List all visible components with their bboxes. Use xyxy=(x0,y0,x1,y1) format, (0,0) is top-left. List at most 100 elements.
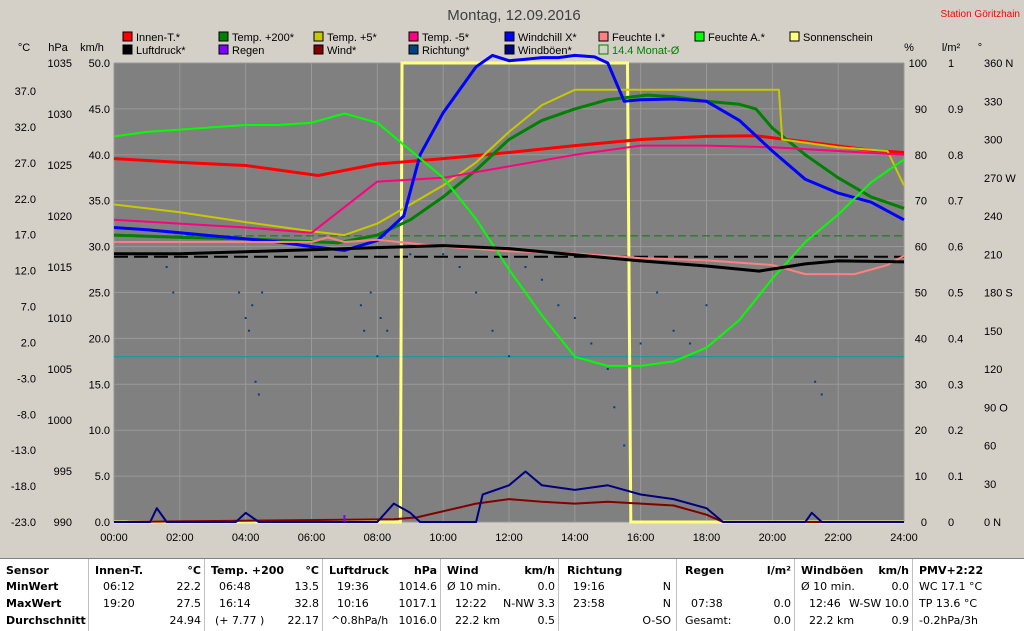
tick-percent: 30 xyxy=(915,379,927,391)
legend-swatch xyxy=(504,31,515,42)
tick-x: 22:00 xyxy=(824,532,852,544)
tick-hpa: 990 xyxy=(54,517,72,529)
wind-r2-time: 12:22 xyxy=(455,597,487,610)
tick-direction: 270 W xyxy=(984,173,1016,185)
regen-r2-val: 0.0 xyxy=(773,597,792,610)
direction-dot xyxy=(379,317,382,319)
direction-dot xyxy=(359,304,362,307)
series-wind xyxy=(113,498,904,523)
tick-rain: 0.9 xyxy=(948,104,963,116)
boeen-r1-label: Ø 10 min. xyxy=(801,580,855,593)
temp200-min: 13.5 xyxy=(294,580,320,593)
legend-label: 14.4 Monat-Ø xyxy=(612,45,680,57)
luftdruck-min: 1014.6 xyxy=(398,580,438,593)
tick-celsius: 2.0 xyxy=(21,337,36,349)
tick-direction: 60 xyxy=(984,441,996,453)
legend-swatch xyxy=(218,44,229,55)
tick-percent: 40 xyxy=(915,333,927,345)
tick-direction: 0 N xyxy=(984,517,1001,529)
series-regen xyxy=(343,515,346,522)
temp200-max: 32.8 xyxy=(294,597,320,610)
wind-r2-dir: N-NW xyxy=(503,597,535,610)
station-name: Station Göritzhain xyxy=(941,9,1021,20)
tick-direction: 180 S xyxy=(984,288,1013,300)
tick-x: 18:00 xyxy=(693,532,721,544)
tick-percent: 0 xyxy=(921,517,927,529)
direction-dot xyxy=(705,304,708,307)
tick-celsius: 32.0 xyxy=(15,122,36,134)
legend-label: Temp. +5* xyxy=(327,32,378,44)
boeen-r2-dir: W-SW xyxy=(849,597,882,610)
gridlines xyxy=(113,62,905,523)
tick-x: 20:00 xyxy=(759,532,787,544)
wind-r3-val: 0.5 xyxy=(537,614,556,627)
tick-celsius: 17.0 xyxy=(15,230,36,242)
direction-dot xyxy=(369,291,372,294)
tick-hpa: 995 xyxy=(54,466,72,478)
series-luftdruck xyxy=(114,244,905,273)
tick-celsius: -8.0 xyxy=(17,409,36,421)
weather-chart: Montag, 12.09.2016 Station Göritzhain In… xyxy=(10,7,1021,544)
tick-x: 06:00 xyxy=(298,532,326,544)
row-label-max: MaxWert xyxy=(6,597,62,610)
tick-direction: 240 xyxy=(984,211,1002,223)
direction-dot xyxy=(458,266,461,268)
tick-celsius: 27.0 xyxy=(15,158,36,170)
stats-header-richtung: Richtung xyxy=(567,564,623,577)
tick-rain: 0.4 xyxy=(948,333,963,345)
stats-header-luftdruck: Luftdruck xyxy=(329,564,389,577)
direction-dot xyxy=(376,355,379,358)
tick-x: 24:00 xyxy=(890,532,918,544)
tick-hpa: 1030 xyxy=(48,109,72,121)
innen-avg: 24.94 xyxy=(169,614,202,627)
direction-dot xyxy=(244,317,247,319)
luftdruck-avg-note: ^0.8hPa/h xyxy=(331,614,389,627)
direction-dot xyxy=(238,291,241,294)
wind-r2-val: 3.3 xyxy=(537,597,556,610)
stats-unit-luftdruck: hPa xyxy=(413,564,437,577)
tick-x: 14:00 xyxy=(561,532,589,544)
tick-rain: 0 xyxy=(948,517,954,529)
direction-dot xyxy=(254,380,257,383)
tick-direction: 300 xyxy=(984,135,1002,147)
axis-unit-percent: % xyxy=(904,42,914,54)
tick-hpa: 1005 xyxy=(48,364,72,376)
tick-kmh: 10.0 xyxy=(89,425,110,437)
stats-col-luftdruck: Luftdruck hPa 19:36 1014.6 10:16 1017.1 … xyxy=(322,559,441,631)
stats-col-richtung: Richtung 19:16 N 23:58 N O-SO xyxy=(558,559,677,631)
direction-dot xyxy=(442,253,445,256)
temp200-avg: 22.17 xyxy=(287,614,320,627)
row-label-avg: Durchschnitt xyxy=(6,614,86,627)
tick-kmh: 45.0 xyxy=(89,104,110,116)
tick-percent: 70 xyxy=(915,196,927,208)
tick-celsius: -23.0 xyxy=(11,517,36,529)
stats-col-sensor: Sensor MinWert MaxWert Durchschnitt xyxy=(0,559,88,631)
direction-dot xyxy=(508,355,510,358)
legend-label: Temp. +200* xyxy=(232,32,295,44)
stats-header-innen: Innen-T. xyxy=(95,564,144,577)
tick-celsius: 12.0 xyxy=(15,266,36,278)
temp200-avg-note: (+ 7.77 ) xyxy=(215,614,265,627)
tick-direction: 120 xyxy=(984,364,1002,376)
tick-percent: 50 xyxy=(915,288,927,300)
legend-swatch xyxy=(218,31,229,42)
tick-x: 00:00 xyxy=(100,532,128,544)
row-label-min: MinWert xyxy=(6,580,59,593)
stats-header-boeen: Windböen xyxy=(801,564,864,577)
boeen-r2-time: 12:46 xyxy=(809,597,841,610)
tick-celsius: -13.0 xyxy=(11,445,36,457)
boeen-r2-val: 10.0 xyxy=(884,597,910,610)
innen-max: 27.5 xyxy=(176,597,202,610)
direction-dot xyxy=(573,317,576,319)
tick-x: 12:00 xyxy=(495,532,523,544)
direction-dot xyxy=(639,342,642,345)
legend-label: Feuchte I.* xyxy=(612,32,666,44)
stats-col-innen: Innen-T. °C 06:12 22.2 19:20 27.5 24.94 xyxy=(88,559,205,631)
richtung-r2-val: N xyxy=(662,597,671,610)
tick-percent: 10 xyxy=(915,471,927,483)
pmv-tp: TP 13.6 °C xyxy=(919,597,978,610)
legend-label: Regen xyxy=(232,45,264,57)
legend-swatch xyxy=(313,44,324,55)
tick-x: 08:00 xyxy=(364,532,392,544)
direction-dot xyxy=(257,393,260,396)
